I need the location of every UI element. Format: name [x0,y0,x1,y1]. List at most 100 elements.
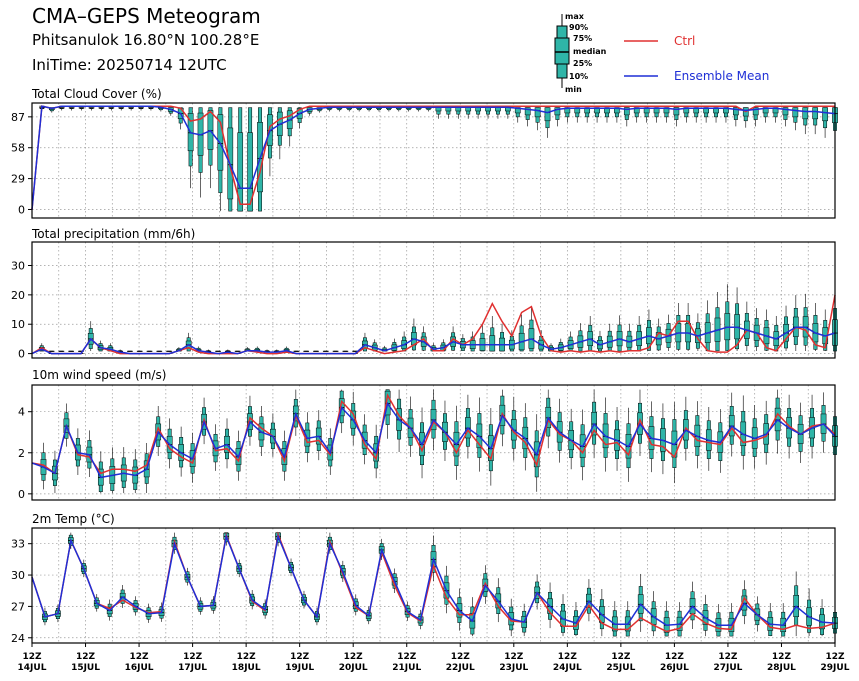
box-25-75 [138,107,144,109]
y-tick-label: 20 [11,289,25,302]
x-tick-hour: 12Z [237,652,257,662]
y-tick-label: 30 [11,259,25,272]
ensemble-box [772,107,779,123]
ensemble-box [391,338,398,352]
x-tick-hour: 12Z [76,652,96,662]
ensemble-box [401,331,407,352]
ensemble-box [606,323,613,352]
ensemble-box [597,330,603,352]
box-25-75 [495,107,501,112]
box-25-75 [673,107,680,116]
box-25-75 [78,107,85,109]
x-tick-hour: 12Z [344,652,364,662]
y-tick-label: 10 [11,318,25,331]
ensemble-box [604,107,610,123]
x-tick-date: 14JUL [18,663,47,673]
box-25-75 [48,350,55,352]
ensemble-box [728,603,735,637]
x-tick-hour: 12Z [183,652,203,662]
box-25-75 [524,107,531,116]
box-25-75 [802,107,809,120]
ensemble-box [695,313,701,352]
x-tick-date: 19JUL [285,663,314,673]
ensemble-box [505,106,511,119]
ensemble-box [685,302,691,352]
ensemble-box [207,107,214,189]
x-tick-date: 29JUL [821,663,850,673]
ensemble-box [705,407,712,471]
x-tick-date: 28JUL [767,663,796,673]
box-25-75 [475,107,481,112]
panel-title: Total precipitation (mm/6h) [31,227,195,241]
panel-2: 10m wind speed (m/s) 0 2 4 [18,368,838,501]
legend-p25-label: 25% [573,59,592,68]
box-25-75 [68,350,75,352]
ensemble-box [713,107,719,123]
y-tick-label: 0 [18,488,25,501]
y-tick-label: 0 [18,348,25,361]
ensemble-mean-series-line [31,105,836,210]
ensemble-box [479,325,486,352]
box-25-75 [812,107,819,120]
station-location: Phitsanulok 16.80°N 100.28°E [32,31,260,49]
ensemble-box [514,107,521,123]
ensemble-box [587,315,594,352]
y-tick-label: 24 [11,632,25,645]
meteogram-title: CMA–GEPS Meteogram [32,4,261,28]
box-25-75 [534,107,541,118]
ensemble-box [577,323,584,352]
legend-p10-label: 10% [569,72,588,81]
panel-frame [31,384,836,501]
box-25-75 [98,107,105,109]
ensemble-mean-series-line [31,533,836,626]
ctrl-series-line [31,393,836,475]
panel-0: Total Cloud Cover (%) 0 29 58 87 [11,87,838,219]
panel-frame [31,527,836,644]
x-tick-hour: 12Z [772,652,792,662]
box-25-75 [752,107,759,116]
y-tick-label: 0 [18,203,25,216]
y-tick-label: 27 [11,600,25,613]
box-25-75 [465,107,472,112]
ensemble-box [247,107,253,212]
init-time: IniTime: 20250714 12UTC [32,56,227,74]
box-25-75 [68,107,75,109]
x-tick-date: 18JUL [232,663,261,673]
ensemble-box [469,331,476,352]
ensemble-box [224,418,230,469]
box-25-75 [435,107,442,112]
ensemble-box [767,603,774,637]
ensemble-box [465,394,471,459]
x-tick-hour: 12Z [22,652,42,662]
legend-p90-label: 90% [569,23,588,32]
ctrl-series-line [31,105,835,210]
box-25-75 [322,350,329,352]
x-tick-date: 25JUL [606,663,635,673]
ensemble-box [633,107,640,123]
legend: max 90% 75% median 25% 10% min Ctrl Ense… [554,12,769,94]
ensemble-box [564,107,571,123]
ensemble-box [567,331,574,352]
ensemble-box [703,107,709,123]
x-tick-date: 20JUL [339,663,368,673]
ensemble-box [704,300,711,352]
ensemble-box [744,301,750,352]
ensemble-box [276,107,283,160]
box-25-75 [342,350,349,352]
x-tick-hour: 12Z [397,652,417,662]
ensemble-box [751,404,758,469]
ensemble-box [538,330,545,352]
x-tick-hour: 12Z [451,652,471,662]
ensemble-box [643,107,650,123]
box-25-75 [445,107,452,112]
box-25-75 [782,107,789,116]
box-25-75 [58,350,65,352]
legend-median-label: median [573,47,607,56]
ensemble-box [485,106,491,119]
ensemble-box [689,581,696,629]
panel-title: Total Cloud Cover (%) [31,87,162,101]
legend-p75-label: 75% [573,34,592,43]
ensemble-box [286,107,293,147]
ensemble-mean-series-line [31,401,836,479]
